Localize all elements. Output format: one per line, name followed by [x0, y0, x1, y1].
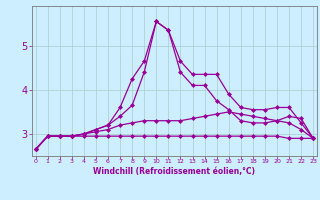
X-axis label: Windchill (Refroidissement éolien,°C): Windchill (Refroidissement éolien,°C): [93, 167, 255, 176]
